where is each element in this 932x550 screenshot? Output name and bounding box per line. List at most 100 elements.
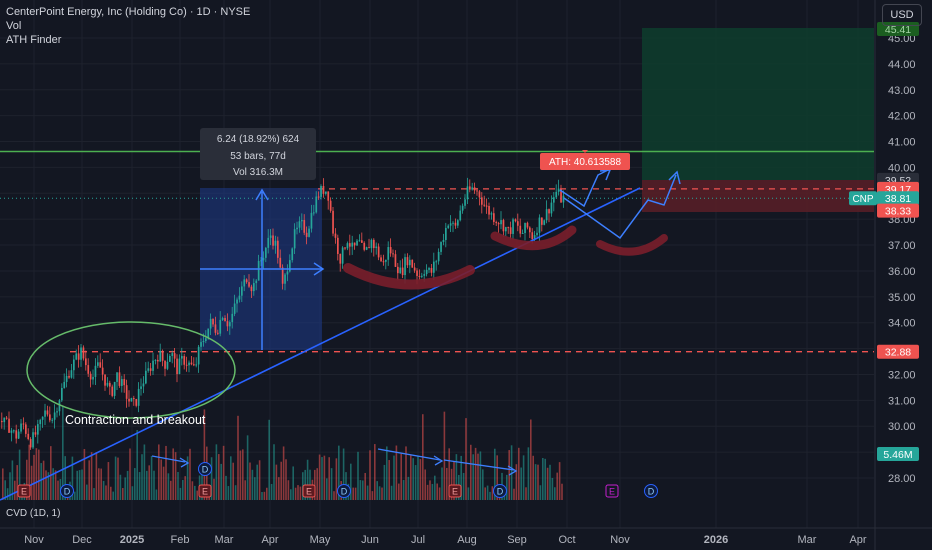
time-tick-label: Apr — [261, 534, 278, 546]
dividend-marker — [493, 484, 507, 498]
price-badge — [877, 203, 919, 218]
candle-body — [200, 342, 202, 347]
candle-body — [550, 202, 553, 214]
volume-bar — [98, 468, 100, 500]
volume-bar — [35, 448, 38, 500]
candle-body — [442, 239, 445, 243]
candle-body — [377, 246, 380, 258]
candle-body — [63, 381, 66, 388]
candle-body — [435, 261, 438, 263]
dividend-marker — [198, 462, 212, 476]
candle-body — [166, 361, 169, 369]
volume-bar — [510, 445, 513, 500]
candle-body — [389, 247, 392, 254]
volume-bar — [429, 480, 431, 500]
volume-bar — [530, 419, 532, 500]
candle-body — [416, 270, 418, 276]
volume-bar — [136, 429, 138, 500]
volume-bar — [83, 448, 86, 500]
ath-label-pointer — [582, 150, 588, 153]
candle-body — [519, 225, 522, 234]
candle-body — [217, 332, 219, 334]
volume-bar — [4, 480, 6, 500]
volume-bar — [64, 456, 66, 500]
volume-bar — [506, 474, 508, 500]
ath-label-text: ATH: 40.613588 — [549, 157, 622, 168]
event-markers: E D D E E D E D E D — [17, 462, 658, 498]
candle-body — [152, 360, 154, 371]
measure-vertical-arrowhead — [255, 188, 269, 201]
time-axis[interactable]: Nov Dec 2025 Feb Mar Apr May Jun Jul Aug Sep Oct Nov… — [0, 527, 932, 546]
volume-bar — [412, 458, 414, 500]
volume-bar — [126, 470, 129, 500]
candle-body — [440, 242, 442, 252]
time-tick-label: Nov — [610, 534, 630, 546]
earnings-marker — [198, 484, 212, 498]
candle-body — [286, 271, 289, 275]
volume-bar — [141, 454, 143, 500]
price-tick-label: 35.00 — [888, 292, 916, 304]
candle-body — [173, 353, 176, 359]
time-tick-label: Dec — [72, 534, 92, 546]
long-position-target-zone[interactable] — [642, 28, 874, 180]
candle-body — [325, 191, 327, 194]
candle-body — [221, 318, 224, 320]
projection-arrowhead-2 — [668, 170, 681, 185]
volume-bar — [393, 455, 395, 500]
candle-body — [351, 242, 354, 247]
volume-bar — [218, 454, 220, 500]
volume-bar — [424, 469, 426, 500]
time-tick-label: Nov — [24, 534, 44, 546]
volume-bar — [321, 457, 323, 500]
ath-finder-indicator-label[interactable]: ATH Finder — [6, 34, 62, 46]
candle-body — [320, 186, 322, 197]
candle-body — [75, 353, 78, 360]
candlestick-series — [1, 177, 565, 450]
time-tick-label: Oct — [558, 534, 575, 546]
volume-bar — [294, 487, 297, 500]
candle-body — [310, 212, 313, 229]
candle-body — [495, 221, 498, 224]
cvd-panel-label[interactable]: CVD (1D, 1) — [6, 508, 61, 519]
candle-body — [397, 266, 399, 274]
price-badge-label: 45.41 — [885, 24, 911, 36]
volume-indicator-label[interactable]: Vol — [6, 20, 22, 32]
volume-bar — [513, 488, 515, 500]
candle-body — [149, 368, 152, 371]
volume-bar — [232, 462, 234, 500]
volume-bar — [268, 419, 270, 500]
candle-body — [317, 196, 320, 198]
volume-bar — [335, 458, 338, 500]
volume-bar — [54, 470, 57, 500]
candle-body — [301, 220, 303, 222]
volume-bar — [155, 489, 158, 500]
volume-bar — [290, 489, 292, 500]
candle-body — [161, 350, 164, 361]
time-tick-label: Mar — [798, 534, 817, 546]
candle-body — [428, 268, 430, 270]
candle-body — [61, 387, 63, 401]
candle-body — [425, 269, 428, 275]
long-position-stop-zone[interactable] — [642, 180, 874, 212]
candle-body — [394, 254, 397, 267]
volume-bar — [297, 485, 299, 500]
projection-path-2 — [563, 174, 677, 240]
candle-body — [262, 257, 265, 261]
candle-body — [257, 260, 260, 281]
candle-body — [385, 259, 387, 262]
volume-bar — [280, 461, 282, 500]
volume-bar — [551, 477, 554, 500]
price-badge-label: 38.33 — [885, 206, 911, 218]
volume-bar — [2, 468, 4, 500]
earnings-marker — [302, 484, 316, 498]
candle-body — [466, 186, 469, 200]
volume-arrow-1 — [151, 455, 186, 463]
volume-bar — [165, 445, 167, 500]
volume-bar — [11, 460, 14, 500]
currency-button[interactable]: USD — [882, 4, 922, 26]
volume-bar — [534, 464, 537, 500]
measure-label-background — [200, 128, 316, 180]
volume-bar — [287, 480, 290, 500]
candle-body — [29, 439, 32, 448]
